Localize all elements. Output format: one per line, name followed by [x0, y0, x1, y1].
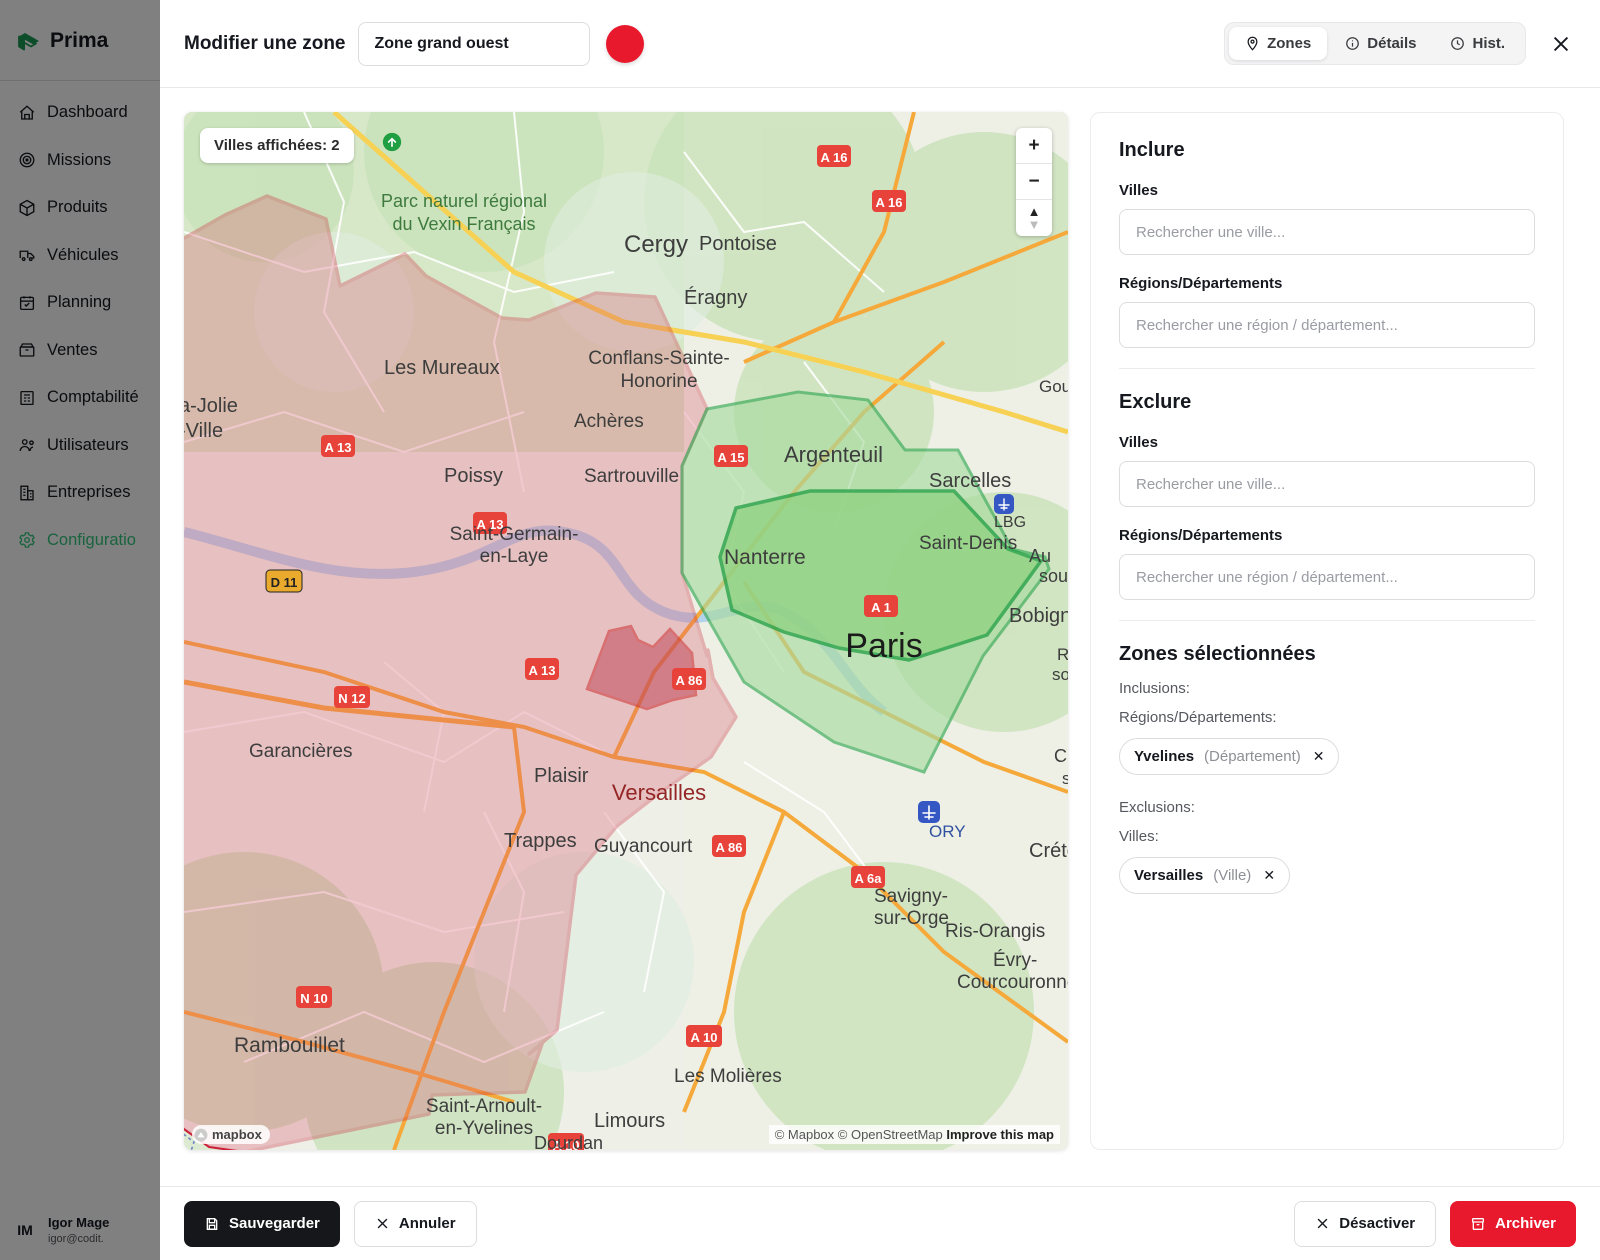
svg-text:Honorine: Honorine: [620, 371, 697, 392]
svg-text:sou: sou: [1039, 566, 1068, 586]
svg-text:Au: Au: [1029, 546, 1051, 566]
svg-text:sous: sous: [1052, 665, 1068, 684]
svg-text:Dourdan: Dourdan: [534, 1133, 603, 1150]
svg-text:N 10: N 10: [300, 991, 327, 1006]
svg-text:Nanterre: Nanterre: [724, 546, 806, 569]
svg-text:A 10: A 10: [691, 1030, 718, 1045]
svg-text:Cergy: Cergy: [624, 231, 688, 258]
svg-text:Évry-: Évry-: [993, 950, 1037, 971]
svg-text:Les Mureaux: Les Mureaux: [384, 357, 500, 379]
svg-text:Sartrouville: Sartrouville: [584, 466, 679, 487]
svg-text:D 11: D 11: [271, 575, 298, 590]
svg-text:Parc naturel régional: Parc naturel régional: [381, 191, 547, 211]
svg-text:A 6a: A 6a: [855, 871, 883, 886]
svg-text:A 13: A 13: [529, 663, 556, 678]
svg-text:en-Laye: en-Laye: [480, 546, 549, 567]
svg-text:Les Molières: Les Molières: [674, 1066, 782, 1087]
svg-text:LBG: LBG: [994, 514, 1026, 531]
svg-text:Ros: Ros: [1057, 645, 1068, 664]
svg-text:A 16: A 16: [876, 195, 903, 210]
svg-text:a-Jolie: a-Jolie: [184, 395, 238, 417]
svg-text:A 86: A 86: [676, 673, 703, 688]
svg-text:su: su: [1062, 769, 1068, 788]
svg-text:Poissy: Poissy: [444, 465, 503, 487]
svg-text:Argenteuil: Argenteuil: [784, 442, 883, 467]
svg-text:Éragny: Éragny: [684, 286, 747, 309]
svg-text:Créteil: Créteil: [1029, 840, 1068, 862]
svg-text:Saint-Arnoult-: Saint-Arnoult-: [426, 1096, 542, 1117]
svg-text:A 15: A 15: [718, 450, 745, 465]
svg-text:A 1: A 1: [871, 600, 891, 615]
svg-text:Guyancourt: Guyancourt: [594, 836, 693, 857]
svg-text:A 86: A 86: [716, 840, 743, 855]
svg-text:Plaisir: Plaisir: [534, 765, 589, 787]
svg-text:Versailles: Versailles: [612, 780, 706, 805]
svg-text:Saint-Denis: Saint-Denis: [919, 533, 1017, 554]
svg-text:Saint-Germain-: Saint-Germain-: [450, 524, 579, 545]
svg-text:Limours: Limours: [594, 1110, 665, 1132]
svg-text:N 12: N 12: [338, 691, 365, 706]
svg-text:Pontoise: Pontoise: [699, 233, 777, 255]
svg-text:Sarcelles: Sarcelles: [929, 470, 1011, 492]
svg-text:Garancières: Garancières: [249, 741, 353, 762]
svg-text:Bobigny: Bobigny: [1009, 605, 1068, 627]
svg-text:Trappes: Trappes: [504, 830, 577, 852]
svg-text:ORY: ORY: [929, 822, 966, 841]
svg-text:Rambouillet: Rambouillet: [234, 1034, 345, 1057]
svg-text:sur-Orge: sur-Orge: [874, 908, 949, 929]
svg-text:Ris-Orangis: Ris-Orangis: [945, 921, 1045, 942]
svg-text:Paris: Paris: [845, 627, 922, 665]
svg-text:A 13: A 13: [325, 440, 352, 455]
svg-text:Savigny-: Savigny-: [874, 886, 948, 907]
svg-text:en-Yvelines: en-Yvelines: [435, 1118, 533, 1139]
svg-text:Ch: Ch: [1054, 746, 1068, 766]
svg-text:Courcouronne: Courcouronne: [957, 972, 1068, 993]
svg-text:-Ville: -Ville: [184, 420, 223, 442]
svg-text:Conflans-Sainte-: Conflans-Sainte-: [588, 348, 730, 369]
svg-text:Achères: Achères: [574, 411, 644, 432]
svg-text:du Vexin Français: du Vexin Français: [392, 214, 535, 234]
svg-text:A 16: A 16: [821, 150, 848, 165]
svg-text:Goussai: Goussai: [1039, 377, 1068, 396]
